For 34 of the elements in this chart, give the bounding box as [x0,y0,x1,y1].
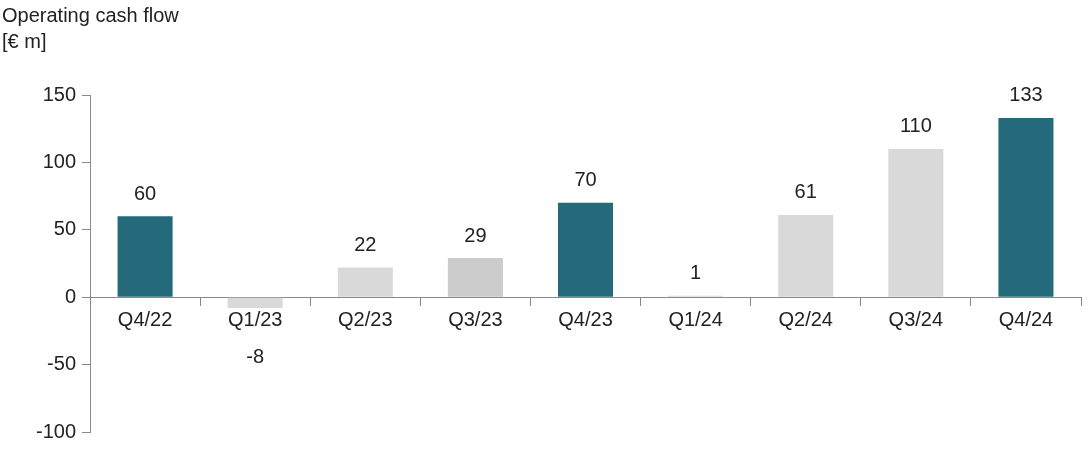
x-tick-label: Q4/23 [558,307,613,330]
x-tick-label: Q4/24 [998,307,1054,330]
bar [447,258,503,297]
y-tick-label: 0 [64,284,77,307]
bar [998,117,1054,297]
data-label: 70 [574,168,597,191]
bar [117,216,173,297]
data-label: 1 [690,261,702,284]
x-tick-label: Q4/22 [117,307,173,330]
x-tick-label: Q2/23 [338,307,393,330]
data-label: 60 [133,181,157,204]
y-axis-title: [€ m] [2,29,48,54]
bar [337,267,393,297]
x-tick-label: Q3/24 [888,307,944,330]
y-tick-label: -50 [47,352,77,375]
data-label: 29 [464,223,487,246]
y-tick-label: 50 [53,217,77,240]
bar [778,214,834,297]
data-label: 110 [899,114,932,137]
bar [557,202,614,297]
data-label: 22 [354,233,377,256]
bar [888,148,944,297]
y-tick-label: -100 [36,419,77,442]
y-tick-label: 100 [42,149,77,172]
x-tick-label: Q2/24 [778,307,833,330]
bar [227,297,283,308]
chart-title: Operating cash flow [2,3,179,28]
y-tick-label: 150 [42,82,77,105]
data-label: -8 [246,345,265,368]
data-label: 133 [1009,83,1043,106]
x-tick-label: Q1/23 [227,307,283,330]
x-tick-label: Q3/23 [448,307,503,330]
data-label: 61 [794,180,817,203]
x-tick-label: Q1/24 [668,307,723,330]
